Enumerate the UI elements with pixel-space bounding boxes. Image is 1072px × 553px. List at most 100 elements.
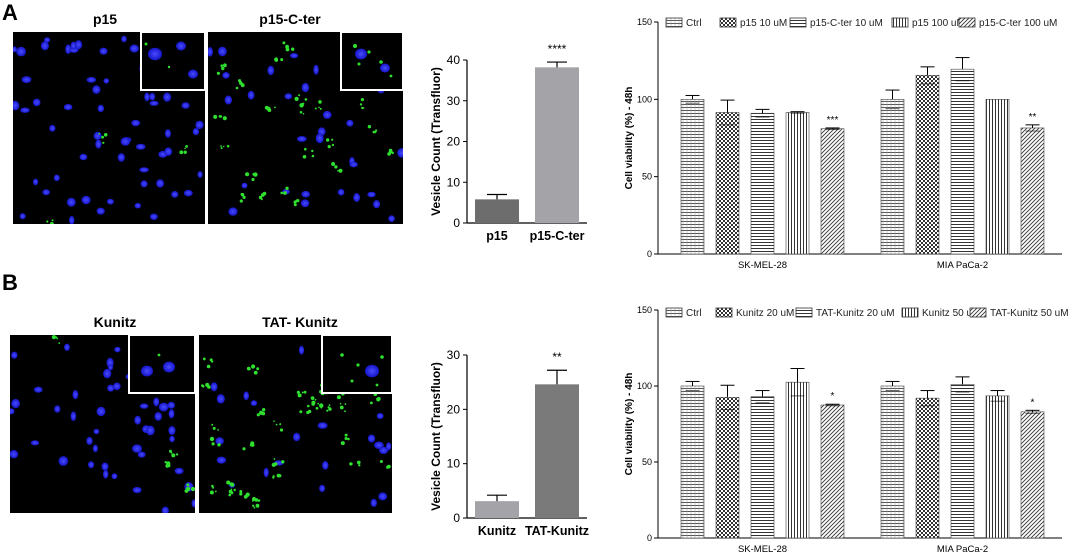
bar-p15-c-ter xyxy=(535,67,579,224)
bar-sk-mel-28-p15-c-ter-100-um xyxy=(820,128,845,255)
image-label-p15-c-ter: p15-C-ter xyxy=(259,11,321,27)
significance-label: ** xyxy=(1029,112,1037,123)
bar-mia-paca-2-kunitz-50-um xyxy=(985,395,1010,539)
image-label-kunitz: Kunitz xyxy=(93,314,137,330)
legend-label: TAT-Kunitz 20 uM xyxy=(816,308,895,319)
vesicle-signal xyxy=(213,41,394,207)
cell-viability-chart-b: Ctrl Kunitz 20 uM TAT-Kunitz 20 uM Kunitz 5… xyxy=(625,305,1069,553)
error-bar xyxy=(920,66,935,85)
x-category-label: Kunitz xyxy=(478,524,516,538)
y-tick-label: 30 xyxy=(447,348,461,362)
legend-swatch-kunitz-20-um xyxy=(715,307,733,318)
legend: Ctrl Kunitz 20 uM TAT-Kunitz 20 uM Kunitz 5… xyxy=(665,307,1069,319)
error-bar xyxy=(825,403,840,407)
significance-label: ** xyxy=(552,350,562,364)
error-bar xyxy=(955,57,970,82)
legend-label: p15 100 uM xyxy=(912,18,965,29)
bar-sk-mel-28-kunitz-50-um xyxy=(785,381,810,539)
bar-sk-mel-28-p15-100-um xyxy=(785,112,810,255)
cell-viability-chart-a: Ctrl p15 10 uM p15-C-ter 10 uM p15 100 uM p1… xyxy=(625,17,1062,271)
zoom-inset xyxy=(140,32,205,91)
bar-sk-mel-28-tat-kunitz-50-um xyxy=(820,404,845,539)
y-tick-label: 100 xyxy=(637,381,652,391)
significance-label: **** xyxy=(548,42,567,56)
y-tick-label: 0 xyxy=(453,216,460,230)
error-bar xyxy=(885,380,900,392)
vesicle-count-chart-a: 0 10 20 30 40 Vesicle Count (Transfluor) p15 **… xyxy=(429,42,587,243)
error-bar-p15 xyxy=(487,193,507,200)
bar-mia-paca-2-ctrl xyxy=(880,99,905,255)
bar-mia-paca-2-p15-100-um xyxy=(985,99,1010,255)
error-bar xyxy=(990,390,1005,402)
legend-swatch-p15-c-ter-100-um xyxy=(958,17,976,28)
bar-sk-mel-28-p15-10-um xyxy=(715,112,740,255)
bar-kunitz xyxy=(475,501,519,518)
error-bar xyxy=(720,99,735,126)
bar-sk-mel-28-p15-c-ter-10-um xyxy=(750,112,775,255)
bar-sk-mel-28-ctrl xyxy=(680,99,705,255)
y-tick-label: 10 xyxy=(447,175,461,189)
y-tick-label: 0 xyxy=(647,533,652,543)
bar-sk-mel-28-kunitz-20-um xyxy=(715,397,740,539)
microscopy-image-p15-c-ter xyxy=(208,32,403,224)
bar-sk-mel-28-tat-kunitz-20-um xyxy=(750,396,775,539)
bar-mia-paca-2-p15-c-ter-100-um xyxy=(1020,127,1045,255)
bar-sk-mel-28-ctrl xyxy=(680,385,705,539)
y-tick-label: 150 xyxy=(637,305,652,315)
y-axis-label: Cell viability (%) - 48h xyxy=(625,373,635,476)
bar-mia-paca-2-tat-kunitz-20-um xyxy=(950,384,975,539)
y-tick-label: 10 xyxy=(447,457,461,471)
legend-swatch-p15-10-um xyxy=(719,17,737,28)
legend-label: Kunitz 50 uM xyxy=(922,308,980,319)
legend-label: p15-C-ter 10 uM xyxy=(810,18,883,29)
y-tick-label: 0 xyxy=(647,249,652,259)
error-bar xyxy=(685,380,700,392)
vesicle-count-chart-b: 0 10 20 30 Vesicle Count (Transfluor) Kunitz *… xyxy=(429,348,589,538)
error-bar xyxy=(1025,409,1040,414)
vesicle-signal xyxy=(51,335,195,493)
y-tick-label: 40 xyxy=(447,53,461,67)
legend-swatch-kunitz-50-um xyxy=(901,307,919,318)
x-category-label: p15-C-ter xyxy=(530,229,585,243)
legend-swatch-ctrl xyxy=(665,17,683,28)
error-bar xyxy=(685,94,700,104)
y-tick-label: 20 xyxy=(447,135,461,149)
legend-swatch-ctrl xyxy=(665,307,683,318)
x-category-label: MIA PaCa-2 xyxy=(937,544,988,553)
y-tick-label: 100 xyxy=(637,94,652,104)
error-bar-p15-c-ter xyxy=(547,61,567,68)
x-category-label: TAT-Kunitz xyxy=(525,524,589,538)
legend-swatch-p15-100-um xyxy=(891,17,909,28)
y-tick-label: 20 xyxy=(447,402,461,416)
legend-swatch-tat-kunitz-20-um xyxy=(795,307,813,318)
error-bar xyxy=(885,89,900,110)
microscopy-image-kunitz xyxy=(10,335,195,513)
error-bar xyxy=(755,390,770,404)
y-axis-label: Cell viability (%) - 48h xyxy=(625,87,635,190)
y-tick-label: 0 xyxy=(453,511,460,525)
error-bar-tat-kunitz xyxy=(547,369,567,385)
legend-label: TAT-Kunitz 50 uM xyxy=(990,308,1069,319)
legend-label: Ctrl xyxy=(686,18,702,29)
bar-mia-paca-2-kunitz-20-um xyxy=(915,397,940,539)
significance-label: * xyxy=(831,391,835,402)
legend-swatch-p15-c-ter-10-um xyxy=(789,17,807,28)
significance-label: *** xyxy=(827,115,839,126)
legend-label: p15-C-ter 100 uM xyxy=(979,18,1057,29)
bar-mia-paca-2-p15-10-um xyxy=(915,75,940,255)
bar-mia-paca-2-p15-c-ter-10-um xyxy=(950,68,975,255)
bar-mia-paca-2-ctrl xyxy=(880,385,905,539)
error-bar xyxy=(920,390,935,407)
y-axis-label: Vesicle Count (Transfluor) xyxy=(429,67,443,216)
y-tick-label: 150 xyxy=(637,17,652,27)
x-category-label: SK-MEL-28 xyxy=(738,260,787,271)
legend-label: p15 10 uM xyxy=(740,18,787,29)
legend-label: Ctrl xyxy=(686,308,702,319)
error-bar xyxy=(790,368,805,397)
legend: Ctrl p15 10 uM p15-C-ter 10 uM p15 100 uM p1… xyxy=(665,17,1057,29)
bar-p15 xyxy=(475,199,519,223)
microscopy-image-p15 xyxy=(13,32,205,224)
y-tick-label: 30 xyxy=(447,94,461,108)
image-label-p15: p15 xyxy=(92,11,118,27)
x-category-label: p15 xyxy=(486,229,508,243)
